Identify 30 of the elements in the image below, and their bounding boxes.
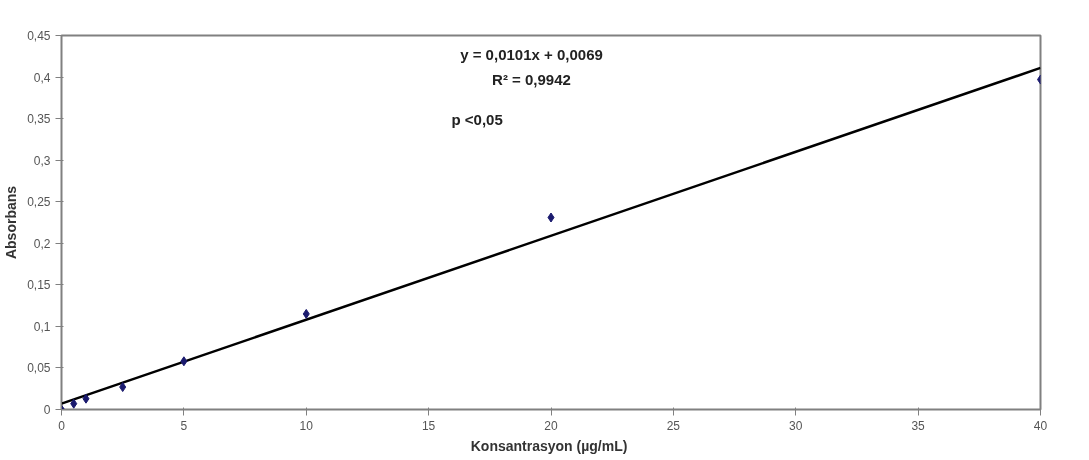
y-tick-label: 0,1 [33, 319, 51, 334]
point [180, 356, 188, 367]
y-tick-label: 0,2 [33, 236, 51, 251]
x-tick-label: 35 [911, 418, 926, 433]
point [70, 398, 78, 409]
point [82, 393, 90, 404]
y-tick-label: 0 [43, 403, 51, 417]
x-tick-label: 30 [789, 418, 803, 433]
y-axis-title: Absorbans [3, 185, 20, 260]
point [302, 308, 310, 319]
x-tick-label: 10 [299, 418, 314, 433]
y-tick-label: 0,15 [27, 278, 51, 293]
y-tick-label: 0,35 [27, 112, 51, 127]
point [119, 382, 127, 393]
y-tick-label: 0,3 [33, 153, 51, 168]
x-axis-title: Konsantrasyon (µg/mL) [470, 437, 628, 454]
x-tick-label: 25 [666, 418, 681, 433]
x-tick-label: 20 [544, 418, 558, 433]
y-tick-label: 0,05 [27, 361, 51, 376]
annotation: R² = 0,9942 [492, 70, 571, 88]
y-tick-label: 0,45 [27, 29, 51, 43]
x-tick-label: 5 [180, 418, 188, 433]
point [547, 212, 555, 223]
annotation: y = 0,0101x + 0,0069 [460, 45, 603, 63]
y-tick-label: 0,4 [33, 70, 51, 85]
x-tick-label: 40 [1033, 418, 1048, 433]
x-tick-label: 15 [421, 418, 436, 433]
x-tick-label: 0 [58, 418, 66, 433]
y-tick-label: 0,25 [27, 195, 51, 210]
annotation: p <0,05 [451, 110, 503, 128]
